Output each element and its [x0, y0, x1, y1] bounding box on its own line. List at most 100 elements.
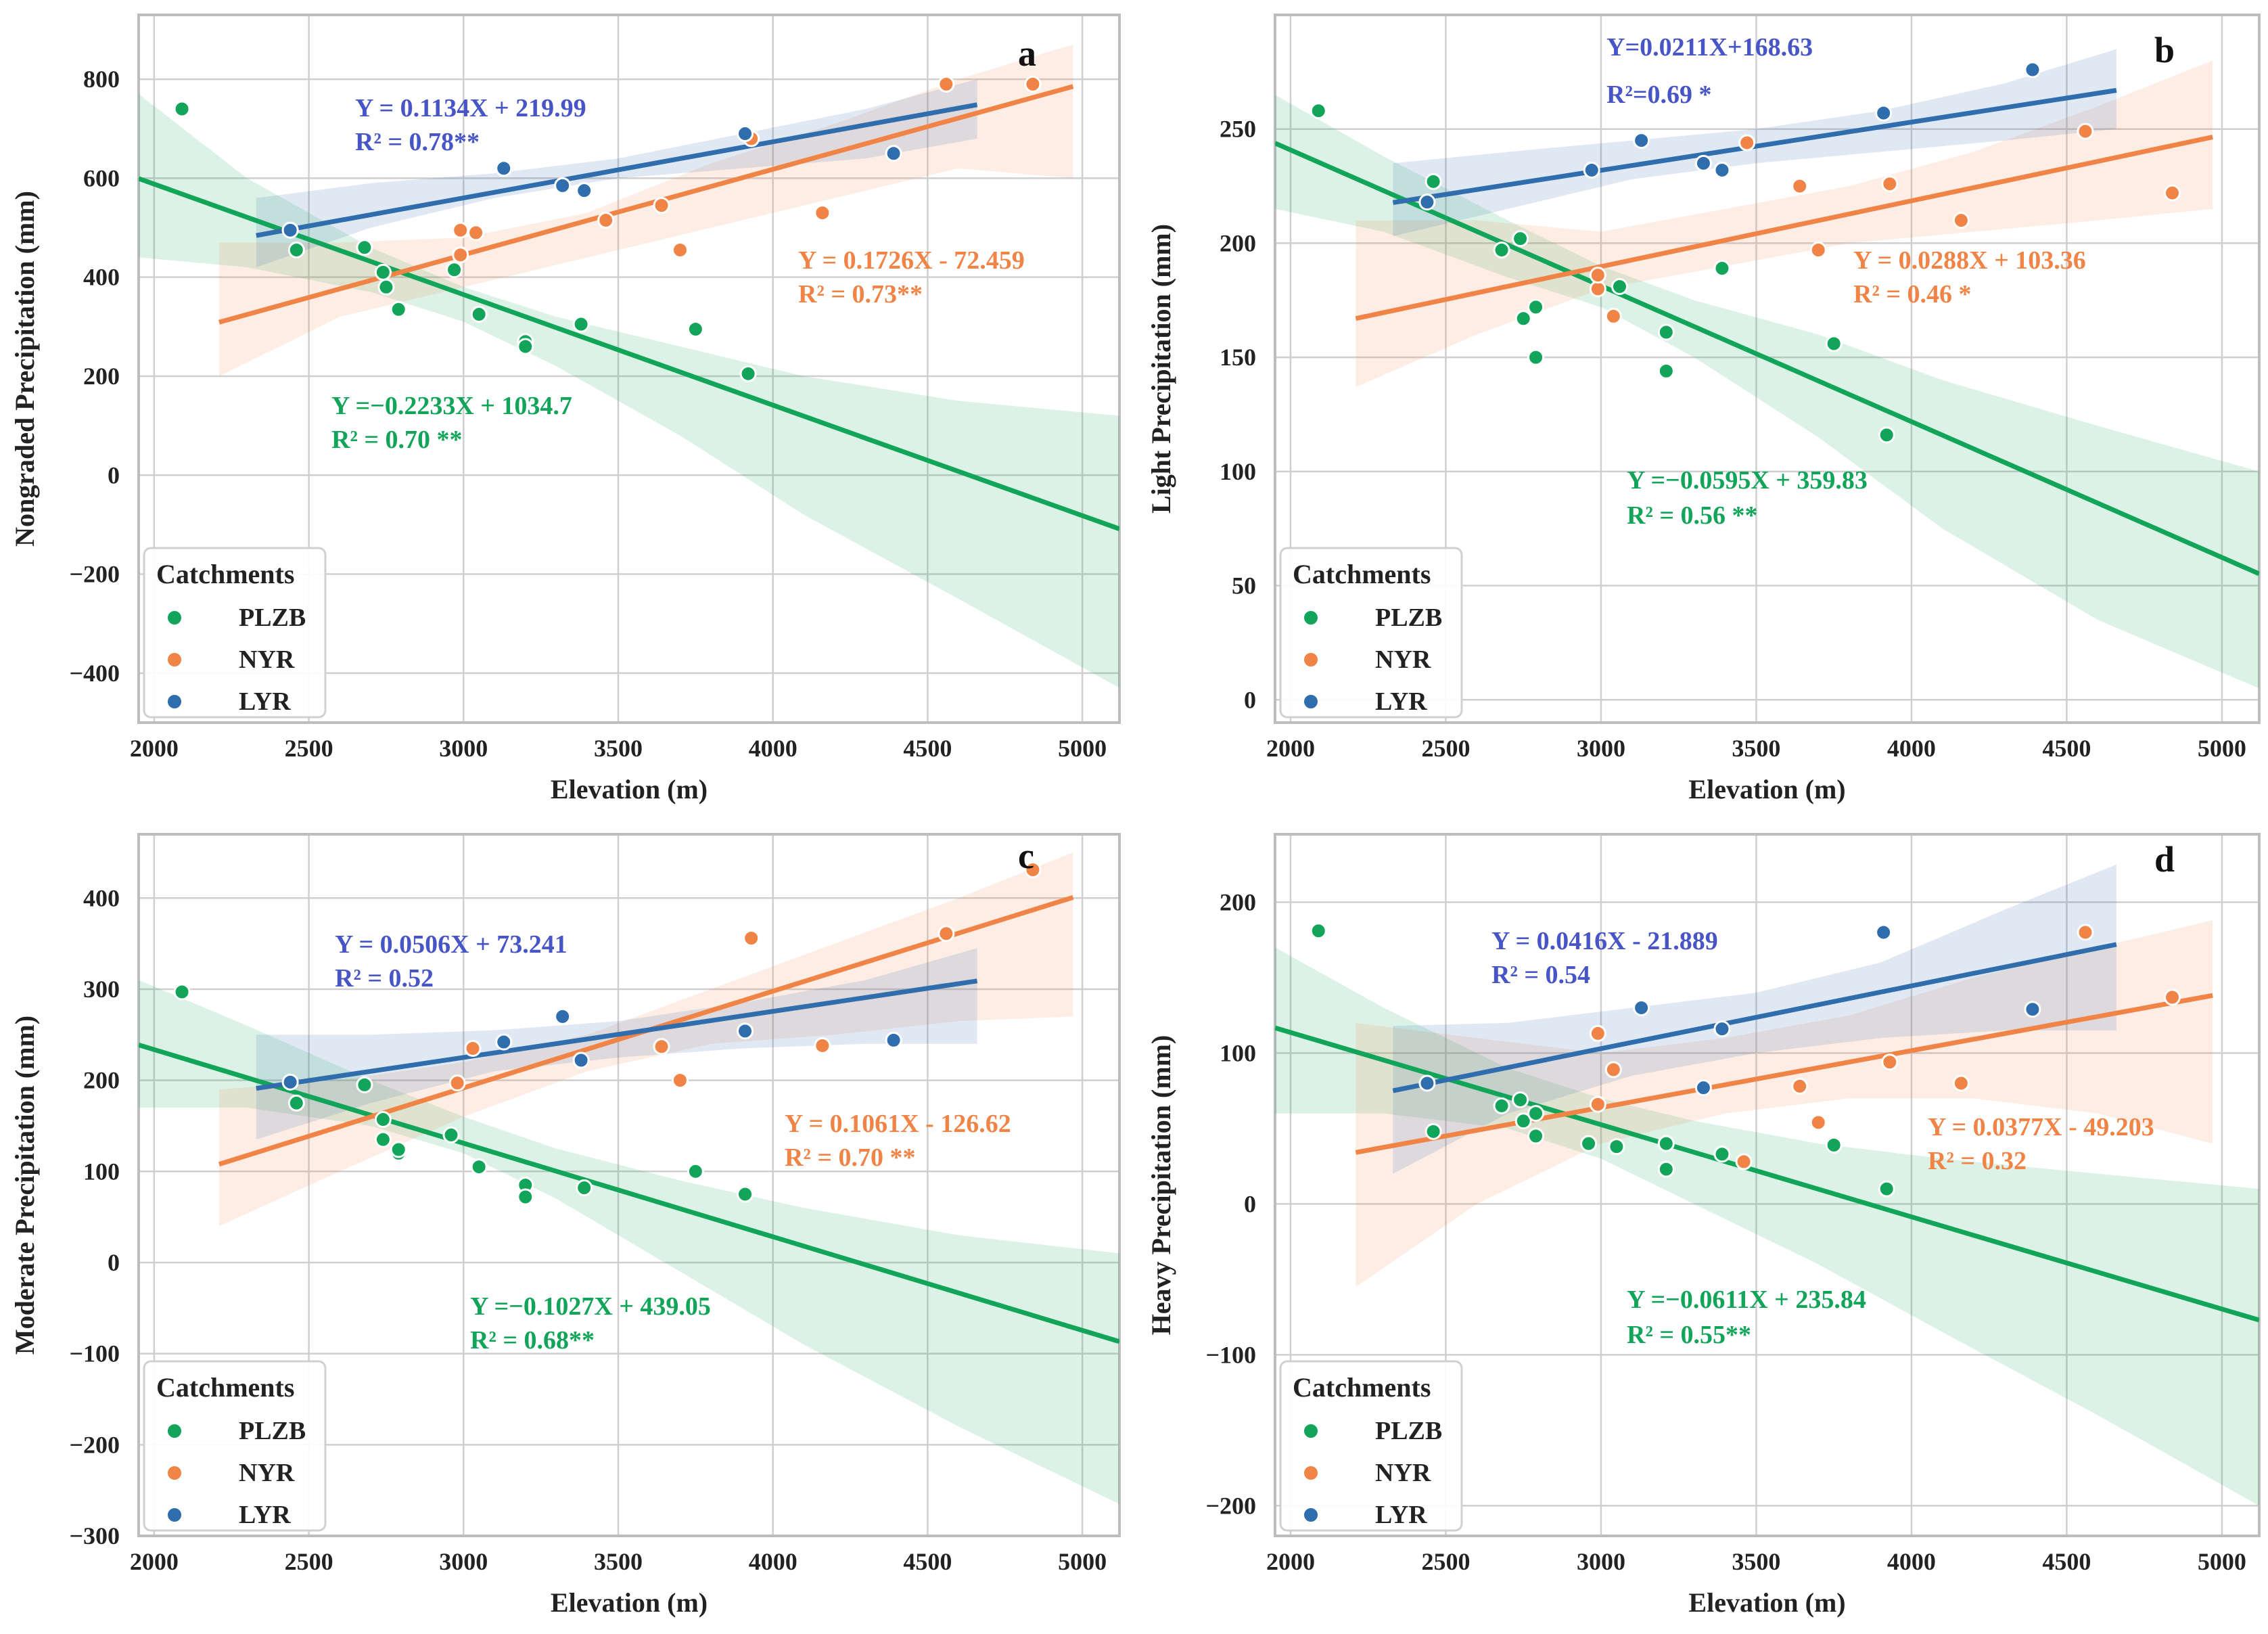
data-point-lyr	[281, 221, 299, 239]
y-axis-label: Light Precipitation (mm)	[1146, 224, 1176, 514]
data-point-lyr	[885, 1031, 902, 1049]
legend-box	[1279, 1360, 1463, 1532]
x-axis-label: Elevation (m)	[1688, 774, 1845, 804]
data-point-plzb	[1514, 310, 1532, 327]
data-point-lyr	[1694, 1079, 1712, 1097]
data-point-lyr	[554, 1007, 572, 1025]
x-tick-label: 5000	[2198, 735, 2246, 762]
panel-b: 2000 2500 3000 3500 4000 4500 5000 0 50 100 150 200…	[1146, 14, 2261, 804]
legend-title: Catchments	[1293, 1372, 1431, 1403]
regression-line-nyr	[1355, 135, 2213, 321]
x-tick-label: 4000	[1887, 735, 1936, 762]
data-point-plzb	[1493, 242, 1510, 259]
legend: Catchments PLZB NYR LYR	[1279, 547, 1463, 719]
x-tick-label: 2500	[285, 735, 333, 762]
data-point-lyr	[572, 1051, 590, 1069]
data-point-plzb	[173, 983, 191, 1001]
confidence-band-lyr	[256, 948, 977, 1140]
legend-marker-plzb	[1303, 1423, 1319, 1439]
data-point-plzb	[1310, 922, 1327, 940]
data-point-lyr	[495, 1033, 513, 1051]
data-point-nyr	[1881, 175, 1899, 193]
x-tick-label: 2000	[1266, 1548, 1315, 1575]
plot-frame	[1274, 14, 2261, 724]
legend-marker-nyr	[1303, 1465, 1319, 1481]
data-point-plzb	[1580, 1135, 1598, 1152]
equation-plzb: Y =−0.1027X + 439.05	[470, 1292, 711, 1321]
y-tick-label: −400	[69, 660, 120, 687]
regression-line-lyr	[256, 102, 978, 238]
data-point-lyr	[737, 125, 754, 143]
x-tick-label: 2000	[1266, 735, 1315, 762]
data-point-plzb	[287, 1094, 305, 1112]
plot-area	[139, 44, 1119, 688]
data-point-plzb	[1713, 260, 1731, 277]
y-tick-label: 0	[1244, 686, 1256, 713]
panel-letter: c	[1018, 836, 1034, 876]
data-point-nyr	[671, 241, 689, 258]
data-point-plzb	[1657, 323, 1675, 341]
x-tick-label: 2000	[130, 735, 179, 762]
legend-marker-lyr	[1303, 1507, 1319, 1523]
y-tick-label: 250	[1220, 116, 1256, 143]
data-point-plzb	[1608, 1138, 1625, 1156]
data-point-plzb	[377, 278, 395, 296]
data-point-plzb	[737, 1185, 754, 1203]
data-point-nyr	[2163, 989, 2181, 1006]
data-point-nyr	[938, 75, 955, 93]
equation-lyr: Y = 0.0506X + 73.241	[335, 930, 568, 959]
data-point-plzb	[1512, 1091, 1529, 1108]
legend-box	[143, 547, 327, 719]
r-squared-plzb: R² = 0.70 **	[331, 426, 463, 454]
data-point-lyr	[1418, 194, 1436, 211]
x-tick-label: 2500	[1421, 735, 1470, 762]
legend-label-lyr: LYR	[239, 687, 291, 716]
x-tick-label: 4500	[2042, 1548, 2091, 1575]
regression-line-lyr	[1392, 88, 2117, 205]
data-point-plzb	[1493, 1097, 1510, 1114]
panel-c: 2000 2500 3000 3500 4000 4500 5000−300−200−100…	[9, 833, 1121, 1618]
y-tick-label: −200	[69, 1431, 120, 1458]
legend-title: Catchments	[1293, 559, 1431, 589]
data-point-nyr	[1604, 1061, 1622, 1079]
legend-label-plzb: PLZB	[239, 604, 306, 632]
data-point-plzb	[356, 1076, 373, 1093]
legend-label-nyr: NYR	[239, 1459, 295, 1487]
legend-marker-plzb	[1303, 610, 1319, 626]
data-point-lyr	[281, 1073, 299, 1091]
data-point-plzb	[1310, 102, 1327, 120]
confidence-band-plzb	[1275, 947, 2259, 1506]
data-point-nyr	[653, 1038, 670, 1056]
data-point-nyr	[1809, 1114, 1827, 1131]
data-point-plzb	[1425, 1122, 1442, 1140]
plot-frame	[137, 833, 1121, 1537]
data-point-nyr	[597, 212, 615, 229]
data-point-nyr	[743, 930, 760, 947]
r-squared-lyr: R²=0.69 *	[1606, 81, 1712, 109]
x-tick-label: 5000	[1058, 1548, 1107, 1575]
data-point-nyr	[1809, 242, 1827, 259]
regression-line-nyr	[1355, 993, 2213, 1155]
legend: Catchments PLZB NYR LYR	[1279, 1360, 1463, 1532]
data-point-plzb	[442, 1126, 460, 1143]
data-point-nyr	[2077, 122, 2094, 140]
grid	[1275, 834, 2259, 1536]
data-point-plzb	[173, 100, 191, 118]
data-point-lyr	[1875, 924, 1893, 941]
data-point-nyr	[1604, 307, 1622, 325]
data-point-nyr	[464, 1039, 482, 1057]
data-point-plzb	[446, 261, 463, 279]
data-point-lyr	[495, 160, 513, 177]
data-point-plzb	[287, 241, 305, 258]
data-point-plzb	[1657, 1160, 1675, 1178]
y-tick-label: 150	[1220, 344, 1256, 371]
panel-d: 2000 2500 3000 3500 4000 4500 5000 −200 −100 0 100…	[1146, 833, 2261, 1618]
data-point-lyr	[1713, 161, 1731, 179]
y-tick-label: −100	[69, 1340, 120, 1367]
legend-title: Catchments	[156, 1372, 294, 1403]
x-tick-label: 3500	[1732, 735, 1780, 762]
y-tick-label: 100	[1220, 1039, 1256, 1066]
data-point-lyr	[2024, 61, 2041, 78]
data-point-plzb	[1527, 1105, 1545, 1122]
